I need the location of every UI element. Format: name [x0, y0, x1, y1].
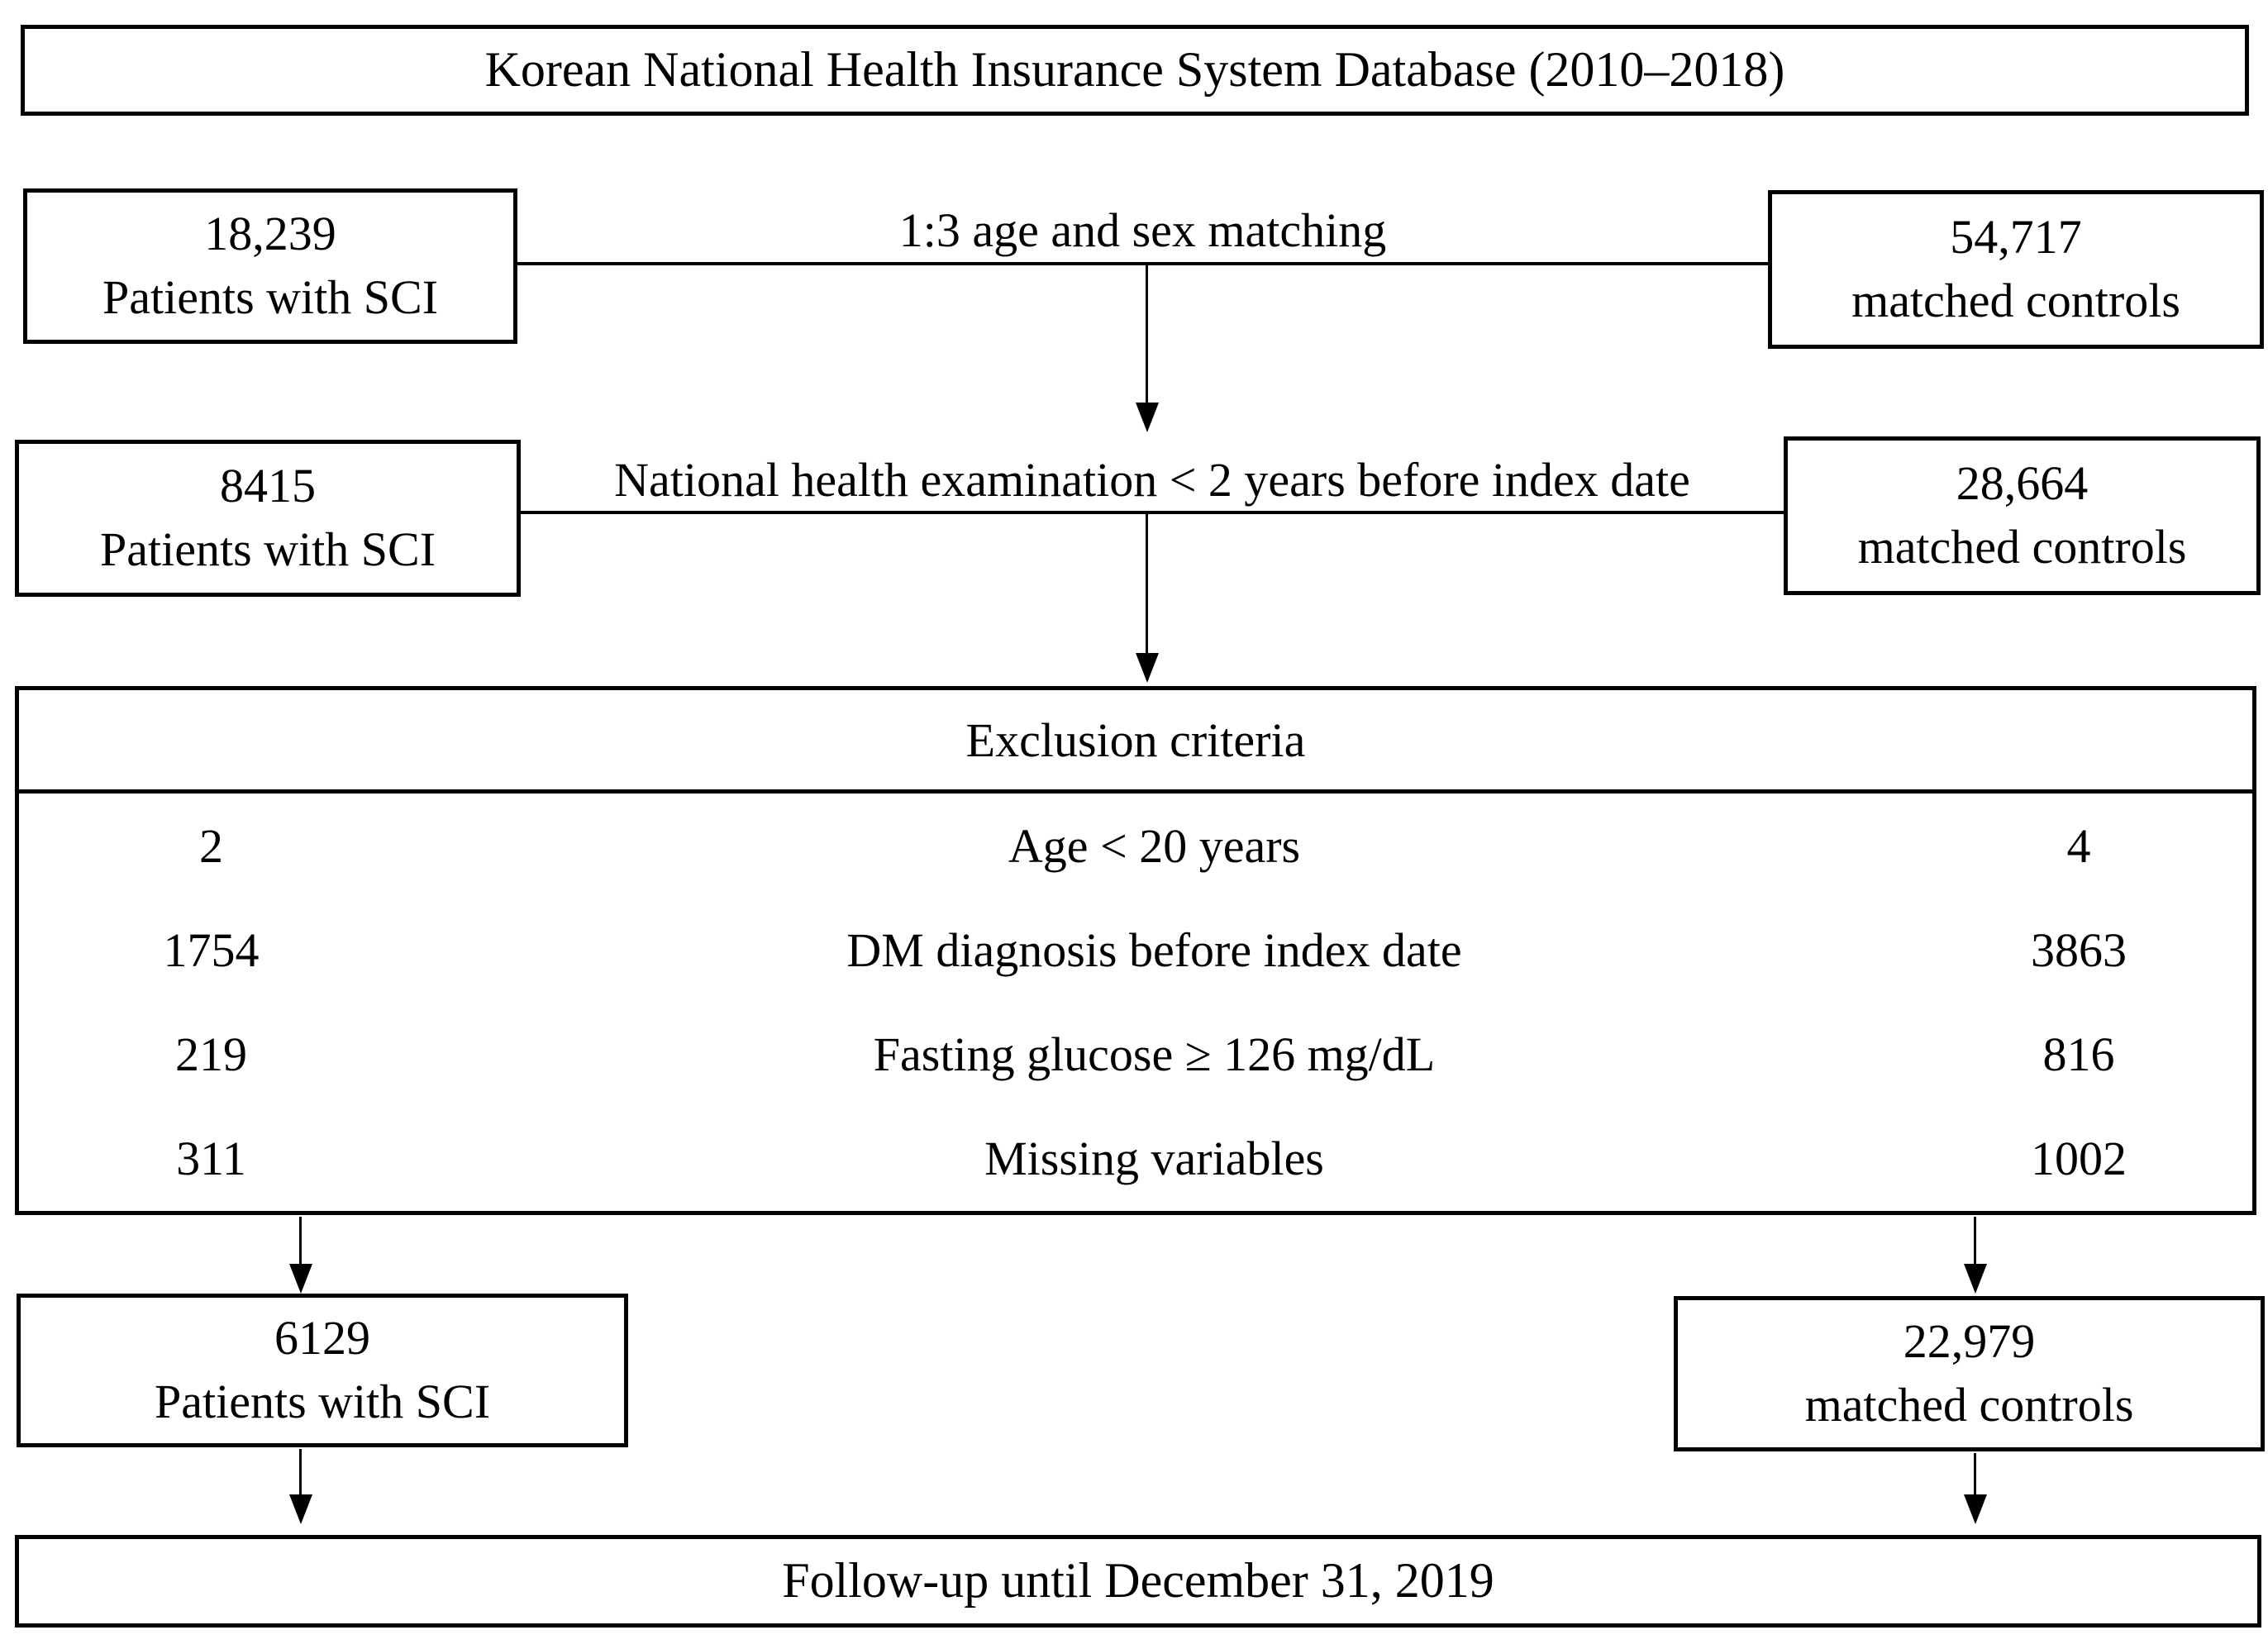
control-exam-label: matched controls: [1857, 520, 2187, 574]
followup-box-label: Follow-up until December 31, 2019: [782, 1553, 1494, 1608]
control-final-label: matched controls: [1804, 1378, 2134, 1432]
exclusion-control-count: 3863: [2031, 922, 2127, 977]
sci-followup-arrow-line: [299, 1449, 302, 1494]
exclusion-title: Exclusion criteria: [965, 713, 1306, 767]
exclusion-criterion: DM diagnosis before index date: [846, 922, 1462, 977]
exclusion-box: Exclusion criteria 2 Age < 20 years 4 17…: [15, 686, 2256, 1215]
matching-arrow-line: [1146, 265, 1148, 403]
control-followup-arrow-head-icon: [1964, 1494, 1987, 1524]
control-initial-count: 54,717: [1950, 210, 2082, 265]
sci-final-count: 6129: [274, 1311, 370, 1365]
sci-final-label: Patients with SCI: [154, 1375, 491, 1428]
sci-initial-box: 18,239 Patients with SCI: [23, 188, 517, 344]
exam-arrow-head-icon: [1136, 653, 1159, 683]
matching-connector-label: 1:3 age and sex matching: [898, 203, 1387, 257]
exclusion-row: 2 Age < 20 years 4: [19, 794, 2252, 898]
exclusion-control-count: 1002: [2031, 1132, 2127, 1186]
exclusion-criterion: Fasting glucose ≥ 126 mg/dL: [873, 1027, 1436, 1082]
control-exam-count: 28,664: [1956, 456, 2089, 511]
control-exam-box: 28,664 matched controls: [1784, 436, 2261, 595]
exclusion-sci-count: 219: [175, 1027, 247, 1082]
sci-exam-label: Patients with SCI: [99, 522, 436, 576]
control-initial-label: matched controls: [1851, 274, 2180, 327]
control-final-count: 22,979: [1903, 1314, 2036, 1369]
exclusion-row: 311 Missing variables 1002: [19, 1107, 2252, 1211]
sci-initial-count: 18,239: [204, 207, 336, 261]
database-box: Korean National Health Insurance System …: [21, 25, 2249, 116]
exam-connector-label: National health examination < 2 years be…: [614, 453, 1690, 507]
sci-followup-arrow-head-icon: [289, 1494, 312, 1524]
matching-connector-line: [517, 262, 1768, 265]
database-box-label: Korean National Health Insurance System …: [484, 42, 1785, 98]
exclusion-sci-count: 311: [176, 1132, 246, 1186]
control-initial-box: 54,717 matched controls: [1768, 190, 2264, 349]
exclusion-criterion: Age < 20 years: [1008, 818, 1301, 873]
sci-excluded-arrow-line: [299, 1217, 302, 1264]
exclusion-sci-count: 2: [199, 818, 223, 873]
matching-arrow-head-icon: [1136, 403, 1159, 432]
exclusion-row: 1754 DM diagnosis before index date 3863: [19, 898, 2252, 1002]
exclusion-row: 219 Fasting glucose ≥ 126 mg/dL 816: [19, 1003, 2252, 1107]
control-followup-arrow-line: [1974, 1453, 1976, 1494]
sci-excluded-arrow-head-icon: [289, 1264, 312, 1294]
sci-exam-box: 8415 Patients with SCI: [15, 440, 521, 597]
exclusion-rows: 2 Age < 20 years 4 1754 DM diagnosis bef…: [19, 794, 2252, 1211]
control-excluded-arrow-head-icon: [1964, 1264, 1987, 1294]
exclusion-divider: [19, 789, 2252, 794]
exam-arrow-line: [1146, 514, 1148, 653]
followup-box: Follow-up until December 31, 2019: [15, 1535, 2261, 1628]
sci-exam-count: 8415: [220, 459, 316, 513]
exclusion-sci-count: 1754: [163, 922, 260, 977]
sci-initial-label: Patients with SCI: [102, 270, 439, 324]
sci-final-box: 6129 Patients with SCI: [17, 1294, 628, 1447]
exclusion-control-count: 4: [2066, 818, 2091, 873]
exclusion-criterion: Missing variables: [984, 1132, 1324, 1186]
exclusion-control-count: 816: [2042, 1027, 2115, 1082]
control-final-box: 22,979 matched controls: [1674, 1296, 2265, 1451]
control-excluded-arrow-line: [1974, 1217, 1976, 1264]
exam-connector-line: [521, 511, 1784, 514]
